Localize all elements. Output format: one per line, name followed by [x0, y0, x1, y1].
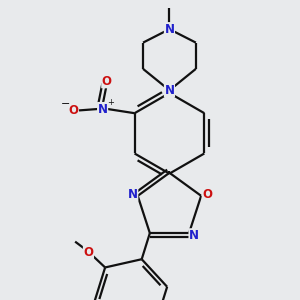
Text: O: O: [68, 104, 79, 117]
Text: O: O: [83, 246, 94, 259]
Text: O: O: [202, 188, 212, 201]
Text: O: O: [102, 75, 112, 88]
Text: N: N: [164, 84, 174, 97]
Text: N: N: [189, 229, 199, 242]
Text: N: N: [128, 188, 138, 201]
Text: +: +: [107, 98, 114, 106]
Text: N: N: [164, 23, 174, 36]
Text: N: N: [98, 103, 108, 116]
Text: −: −: [61, 99, 70, 109]
